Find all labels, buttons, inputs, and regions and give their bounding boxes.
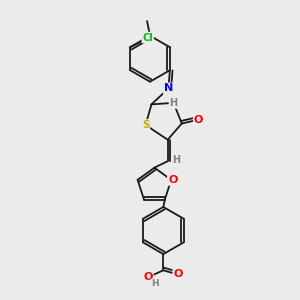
Text: H: H [172, 155, 180, 165]
Text: Cl: Cl [142, 32, 153, 43]
Text: H: H [169, 98, 178, 108]
Text: H: H [151, 279, 158, 288]
Text: O: O [143, 272, 153, 282]
Text: O: O [173, 269, 183, 279]
Text: O: O [194, 115, 203, 125]
Text: O: O [168, 175, 177, 185]
Text: N: N [164, 83, 173, 94]
Text: S: S [142, 120, 149, 130]
